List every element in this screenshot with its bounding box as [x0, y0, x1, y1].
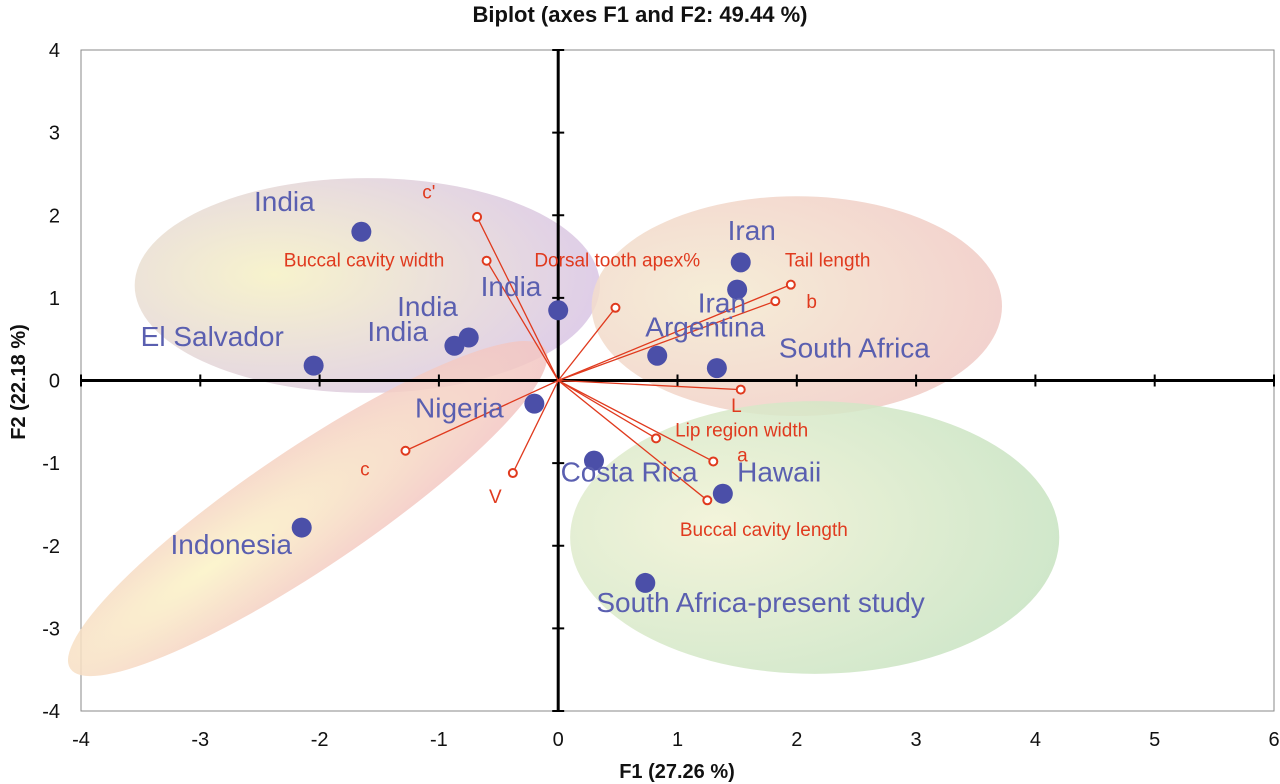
variable-label: Dorsal tooth apex%: [534, 250, 700, 271]
variable-vector-point: [507, 468, 518, 479]
axis-layer: -4 -3 -2 -1 0 1 2 3 4 5 6 4 3 2 1 0 -1 -2 -3 -4: [42, 40, 1279, 751]
variable-label: V: [489, 487, 502, 508]
variable-vector-point: [735, 384, 746, 395]
x-axis-title: F1 (27.26 %): [619, 761, 735, 783]
observation-label: India: [397, 291, 458, 322]
observation-label: Costa Rica: [561, 456, 698, 487]
variable-vector-line: [557, 300, 776, 382]
observation-point: [548, 300, 569, 321]
observation-label: Hawaii: [737, 456, 821, 487]
variable-vector-point: [472, 211, 483, 222]
observation-label: India: [367, 316, 428, 347]
observation-point: [706, 358, 727, 379]
observation-points: [291, 221, 751, 593]
y-tick-label: 3: [49, 123, 60, 145]
x-tick-label: -4: [72, 729, 90, 751]
ellipse-layer: [67, 178, 1060, 677]
variable-vector-line: [486, 260, 559, 381]
y-tick-label: -1: [42, 453, 60, 475]
variable-vector-line: [557, 379, 714, 463]
variable-label: Tail length: [785, 250, 871, 271]
x-tick-label: 1: [672, 729, 683, 751]
observation-label: Iran: [728, 215, 776, 246]
variable-label: L: [731, 396, 742, 417]
x-tick-label: 4: [1030, 729, 1041, 751]
x-tick-label: 6: [1268, 729, 1279, 751]
y-tick-label: 2: [49, 205, 60, 227]
x-tick-label: 0: [553, 729, 564, 751]
x-tick-label: -3: [191, 729, 209, 751]
observation-point: [524, 393, 545, 414]
variable-vector-point: [785, 279, 796, 290]
y-tick-label: -3: [42, 618, 60, 640]
x-tick-label: -2: [311, 729, 329, 751]
variable-label: c: [360, 460, 370, 481]
variable-label: a: [737, 445, 748, 466]
y-tick-label: 1: [49, 288, 60, 310]
observation-label: Argentina: [645, 312, 765, 343]
observation-label: South Africa: [779, 332, 930, 363]
y-tick-label: -2: [42, 536, 60, 558]
y-tick-label: 4: [49, 40, 60, 62]
variable-label: Buccal cavity length: [680, 520, 848, 541]
observation-point: [647, 345, 668, 366]
observation-point: [712, 483, 733, 504]
observation-label: South Africa-present study: [596, 587, 924, 618]
observation-label: India: [481, 271, 542, 302]
observation-point: [291, 517, 312, 538]
x-tick-label: 3: [911, 729, 922, 751]
y-tick-label: -4: [42, 701, 60, 723]
variable-vector-point: [651, 433, 662, 444]
variable-vector-point: [610, 302, 621, 313]
observation-label: Indonesia: [170, 529, 292, 560]
x-tick-label: -1: [430, 729, 448, 751]
variable-vector-line: [557, 307, 616, 381]
variable-vector-point: [708, 456, 719, 467]
y-tick-label: 0: [49, 371, 60, 393]
labels-layer: c' Buccal cavity width Dorsal tooth apex% T…: [141, 183, 931, 618]
y-axis-title: F2 (22.18 %): [8, 324, 30, 440]
variable-label: b: [806, 292, 817, 313]
observation-point: [635, 572, 656, 593]
observation-label: Iran: [698, 288, 746, 319]
india-el-salvador-group: [134, 178, 600, 393]
x-tick-label: 5: [1149, 729, 1160, 751]
observation-point: [444, 335, 465, 356]
variable-label: Buccal cavity width: [284, 250, 445, 271]
observation-point: [303, 355, 324, 376]
observation-point: [351, 221, 372, 242]
observation-label: India: [254, 186, 315, 217]
variable-vector-point: [702, 495, 713, 506]
variable-vector-point: [770, 296, 781, 307]
costa-rica-hawaii-group: [570, 401, 1060, 674]
variable-label: c': [422, 183, 435, 204]
observation-point: [730, 252, 751, 273]
indonesia-nigeria-group: [67, 341, 548, 677]
variable-vector-point: [481, 255, 492, 266]
chart-title: Biplot (axes F1 and F2: 49.44 %): [473, 2, 808, 27]
variable-vector-line: [557, 284, 792, 382]
variable-vector-line: [476, 216, 559, 381]
variable-vector-line: [405, 379, 559, 452]
x-tick-label: 2: [791, 729, 802, 751]
variable-vector-line: [557, 379, 657, 439]
observation-point: [727, 279, 748, 300]
variable-label: Lip region width: [675, 421, 808, 442]
variable-vector-line: [557, 379, 708, 501]
variable-vector-line: [558, 379, 741, 391]
variable-vectors: [400, 211, 796, 506]
variable-vector-line: [512, 380, 559, 474]
iran-argentina-group: [591, 196, 1002, 417]
observation-label: El Salvador: [141, 321, 284, 352]
variable-vector-point: [400, 445, 411, 456]
observation-label: Nigeria: [415, 393, 504, 424]
observation-point: [583, 450, 604, 471]
